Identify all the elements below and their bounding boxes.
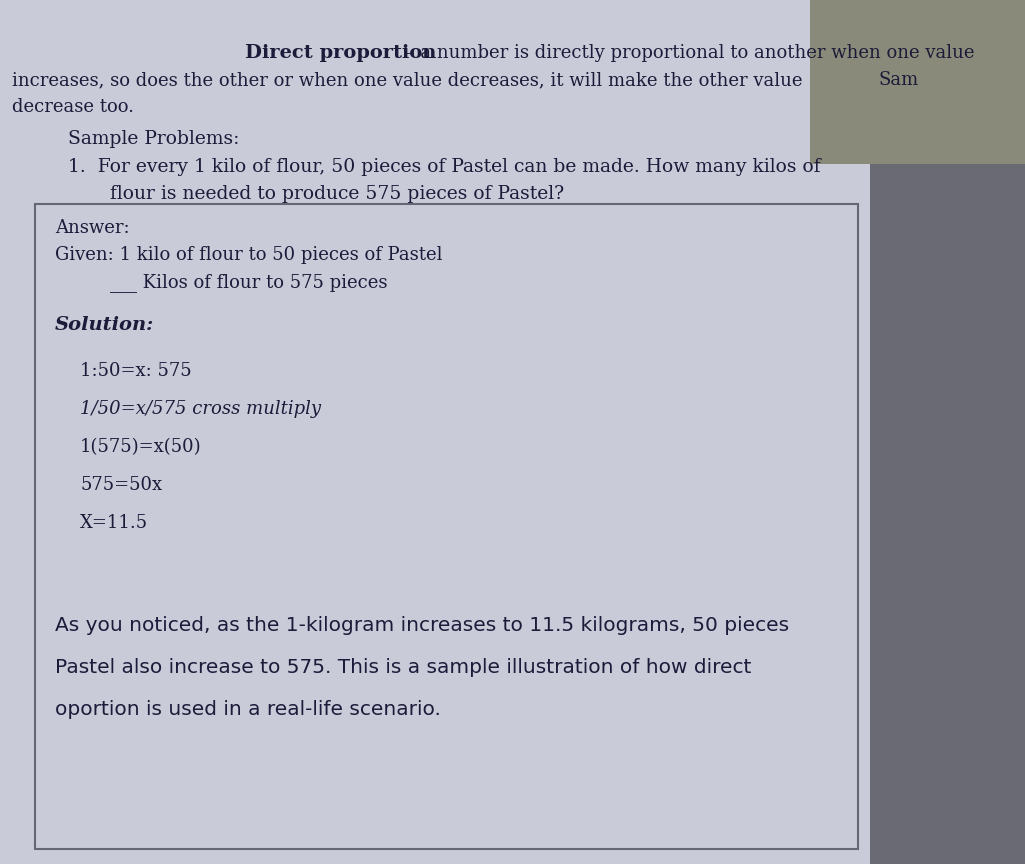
Text: 575=50x: 575=50x — [80, 476, 162, 494]
Text: Given: 1 kilo of flour to 50 pieces of Pastel: Given: 1 kilo of flour to 50 pieces of P… — [55, 246, 443, 264]
Text: 1/50=x/575 cross multiply: 1/50=x/575 cross multiply — [80, 400, 321, 418]
Text: As you noticed, as the 1-kilogram increases to 11.5 kilograms, 50 pieces: As you noticed, as the 1-kilogram increa… — [55, 616, 789, 635]
Text: Sam: Sam — [878, 71, 918, 89]
Text: 1.  For every 1 kilo of flour, 50 pieces of Pastel can be made. How many kilos o: 1. For every 1 kilo of flour, 50 pieces … — [68, 158, 821, 176]
FancyBboxPatch shape — [35, 204, 858, 849]
Text: Sample Problems:: Sample Problems: — [68, 130, 240, 148]
FancyBboxPatch shape — [870, 0, 1025, 864]
FancyBboxPatch shape — [0, 0, 870, 864]
Text: flour is needed to produce 575 pieces of Pastel?: flour is needed to produce 575 pieces of… — [110, 185, 564, 203]
Text: X=11.5: X=11.5 — [80, 514, 149, 532]
FancyBboxPatch shape — [810, 0, 1025, 164]
Text: decrease too.: decrease too. — [12, 98, 134, 116]
Text: Pastel also increase to 575. This is a sample illustration of how direct: Pastel also increase to 575. This is a s… — [55, 658, 751, 677]
Text: ___ Kilos of flour to 575 pieces: ___ Kilos of flour to 575 pieces — [110, 273, 387, 292]
Text: Direct proportion: Direct proportion — [245, 44, 437, 62]
Text: Answer:: Answer: — [55, 219, 129, 237]
Text: increases, so does the other or when one value decreases, it will make the other: increases, so does the other or when one… — [12, 71, 803, 89]
Text: – a number is directly proportional to another when one value: – a number is directly proportional to a… — [400, 44, 975, 62]
Text: 1(575)=x(50): 1(575)=x(50) — [80, 438, 202, 456]
Text: oportion is used in a real-life scenario.: oportion is used in a real-life scenario… — [55, 700, 441, 719]
Text: Solution:: Solution: — [55, 316, 155, 334]
Text: 1:50=x: 575: 1:50=x: 575 — [80, 362, 192, 380]
